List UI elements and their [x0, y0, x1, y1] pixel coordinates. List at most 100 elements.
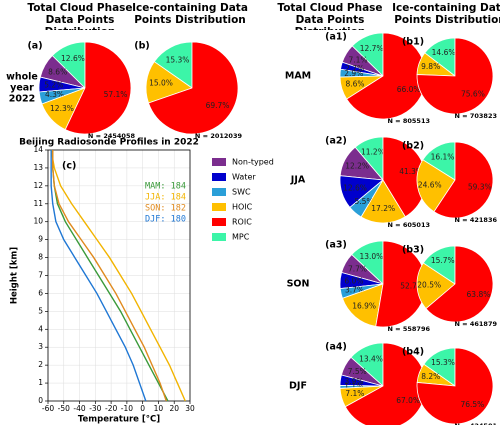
slice-label: 15.0%	[149, 79, 173, 88]
y-tick-label: 3	[38, 342, 43, 351]
x-tick-label: 10	[154, 404, 164, 413]
column-header-text: Total Cloud Phase Data Points Distributi…	[277, 2, 383, 30]
profile-line	[50, 150, 147, 402]
legend-label: SWC	[232, 188, 251, 197]
panel-label: (a)	[27, 41, 42, 52]
slice-label: 16.9%	[352, 301, 376, 310]
slice-label: 63.8%	[467, 290, 491, 299]
slice-label: 14.6%	[432, 48, 456, 57]
profile-line	[52, 150, 167, 402]
y-axis-label: Height [km]	[10, 247, 20, 304]
x-tick-label: -50	[58, 404, 70, 413]
slice-label: 11.2%	[361, 148, 385, 157]
x-axis-label: Temperature [°C]	[78, 415, 160, 425]
slice-label: 9.8%	[421, 62, 440, 71]
slice-label: 66.0%	[397, 85, 421, 94]
pie-slice	[416, 159, 456, 213]
pie-slice	[64, 41, 132, 135]
pie-slice	[416, 37, 494, 115]
sample-count: N = 2012039	[195, 132, 243, 140]
slice-label: 8.6%	[345, 80, 364, 89]
x-tick-label: 0	[140, 404, 145, 413]
y-tick-label: 7	[38, 271, 43, 280]
slice-label: 7.1%	[345, 389, 364, 398]
slice-label: 8.2%	[421, 372, 440, 381]
slice-label: 5.2%	[44, 81, 63, 90]
slice-label: 75.6%	[461, 90, 485, 99]
slice-label: 4.3%	[45, 90, 64, 99]
y-tick-label: 0	[38, 396, 43, 405]
row-label: year	[10, 83, 34, 94]
sample-count: N = 2454058	[88, 132, 136, 140]
slice-label: 15.3%	[431, 358, 455, 367]
panel-label: (c)	[62, 161, 76, 172]
legend-label: HOIC	[232, 203, 253, 212]
y-tick-label: 6	[38, 288, 43, 297]
legend-label: Non-typed	[232, 158, 274, 167]
slice-label: 24.6%	[418, 180, 442, 189]
slice-label: 52.7%	[400, 281, 424, 290]
panel-label: (b4)	[402, 347, 424, 358]
slice-label: 8.6%	[48, 68, 67, 77]
row-label: whole	[6, 72, 38, 83]
pie-slice	[425, 245, 494, 323]
panel-label: (b1)	[402, 37, 424, 48]
slice-label: 12.6%	[343, 184, 367, 193]
y-tick-label: 13	[33, 163, 43, 172]
slice-label: 2.9%	[344, 69, 363, 78]
y-tick-label: 9	[38, 235, 43, 244]
legend-label: SON: 182	[145, 204, 186, 214]
row-label: JJA	[290, 175, 306, 186]
legend-label: Water	[232, 173, 256, 182]
slice-label: 16.1%	[431, 152, 455, 161]
legend-swatch	[212, 173, 226, 181]
slice-label: 7.7%	[348, 265, 367, 274]
sample-count: N = 558796	[387, 325, 430, 333]
slice-label: 7.1%	[349, 56, 368, 65]
slice-label: 57.1%	[104, 90, 128, 99]
x-tick-label: -40	[73, 404, 85, 413]
x-tick-label: -30	[89, 404, 101, 413]
legend-swatch	[212, 218, 226, 226]
chart-title: Beijing Radiosonde Profiles in 2022	[19, 138, 199, 148]
slice-label: 3.7%	[345, 285, 364, 294]
slice-label: 67.0%	[396, 396, 420, 405]
row-label: SON	[287, 279, 310, 290]
panel-label: (b)	[134, 41, 149, 52]
panel-label: (b2)	[402, 141, 424, 152]
legend-label: ROIC	[232, 218, 252, 227]
pie-slice	[341, 283, 384, 327]
legend-swatch	[212, 188, 226, 196]
column-header-text: Total Cloud Phase Data Points Distributi…	[27, 2, 133, 30]
column-header: Total Cloud Phase Data Points Distributi…	[27, 2, 133, 30]
slice-label: 20.5%	[417, 281, 441, 290]
slice-label: 5.5%	[354, 197, 373, 206]
y-tick-label: 8	[38, 253, 43, 262]
slice-label: 59.3%	[468, 182, 492, 191]
slice-label: 17.2%	[371, 204, 395, 213]
pie-slice	[346, 32, 427, 120]
y-tick-label: 11	[33, 199, 43, 208]
sample-count: N = 424501	[454, 422, 497, 425]
slice-label: 12.7%	[360, 44, 384, 53]
panel-label: (a2)	[325, 136, 347, 147]
panel-label: (a1)	[325, 32, 347, 43]
y-tick-label: 5	[38, 306, 43, 315]
slice-label: 76.5%	[460, 400, 484, 409]
column-header: Ice-containing Data Points Distribution	[132, 2, 248, 26]
slice-label: 69.7%	[206, 101, 230, 110]
profile-line	[50, 149, 186, 402]
legend-label: JJA: 184	[145, 193, 186, 203]
x-tick-label: -20	[105, 404, 117, 413]
panel-label: (a4)	[325, 342, 347, 353]
panel-label: (a3)	[325, 240, 347, 251]
legend-swatch	[212, 158, 226, 166]
y-tick-label: 4	[38, 324, 43, 333]
x-tick-label: -60	[42, 404, 54, 413]
panel-label: (b3)	[402, 245, 424, 256]
slice-label: 7.5%	[348, 367, 367, 376]
legend-swatch	[212, 203, 226, 211]
column-header-text: Ice-containing Data Points Distribution	[132, 2, 248, 26]
slice-label: 3.9%	[344, 377, 363, 386]
pie-slice	[416, 347, 494, 425]
